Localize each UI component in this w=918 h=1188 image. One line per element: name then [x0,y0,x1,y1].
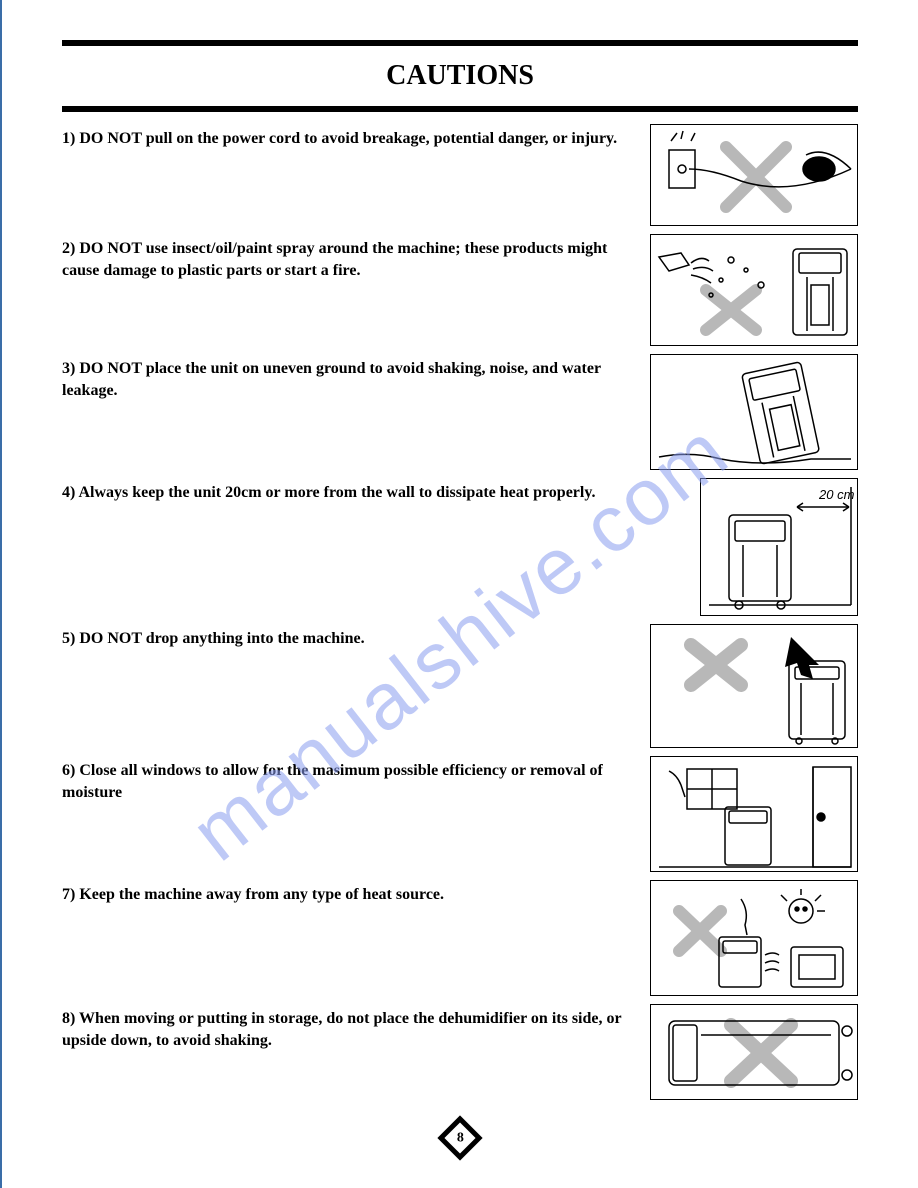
caution-item: 6) Close all windows to allow for the ma… [62,756,858,872]
caution-text: 1) DO NOT pull on the power cord to avoi… [62,124,650,150]
caution-illustration [650,756,858,872]
title-rule [62,106,858,112]
cautions-list: 1) DO NOT pull on the power cord to avoi… [62,124,858,1100]
caution-text: 2) DO NOT use insect/oil/paint spray aro… [62,234,650,281]
distance-label: 20 cm [818,487,855,502]
caution-item: 7) Keep the machine away from any type o… [62,880,858,996]
caution-item: 8) When moving or putting in storage, do… [62,1004,858,1100]
caution-illustration [650,880,858,996]
caution-item: 5) DO NOT drop anything into the machine… [62,624,858,748]
caution-text: 3) DO NOT place the unit on uneven groun… [62,354,650,401]
top-rule [62,40,858,46]
caution-illustration [650,354,858,470]
caution-item: 4) Always keep the unit 20cm or more fro… [62,478,858,616]
caution-item: 3) DO NOT place the unit on uneven groun… [62,354,858,470]
caution-text: 8) When moving or putting in storage, do… [62,1004,650,1051]
caution-text: 4) Always keep the unit 20cm or more fro… [62,478,700,504]
page-number: 8 [457,1130,464,1146]
caution-text: 6) Close all windows to allow for the ma… [62,756,650,803]
page-number-decoration: 8 [438,1116,482,1160]
caution-item: 1) DO NOT pull on the power cord to avoi… [62,124,858,226]
caution-item: 2) DO NOT use insect/oil/paint spray aro… [62,234,858,346]
caution-illustration: 20 cm [700,478,858,616]
caution-illustration [650,624,858,748]
caution-text: 5) DO NOT drop anything into the machine… [62,624,650,650]
caution-illustration [650,1004,858,1100]
caution-illustration [650,234,858,346]
caution-illustration [650,124,858,226]
page-title: CAUTIONS [62,60,858,92]
manual-page: CAUTIONS manualshive.com 1) DO NOT pull … [2,0,918,1188]
caution-text: 7) Keep the machine away from any type o… [62,880,650,906]
